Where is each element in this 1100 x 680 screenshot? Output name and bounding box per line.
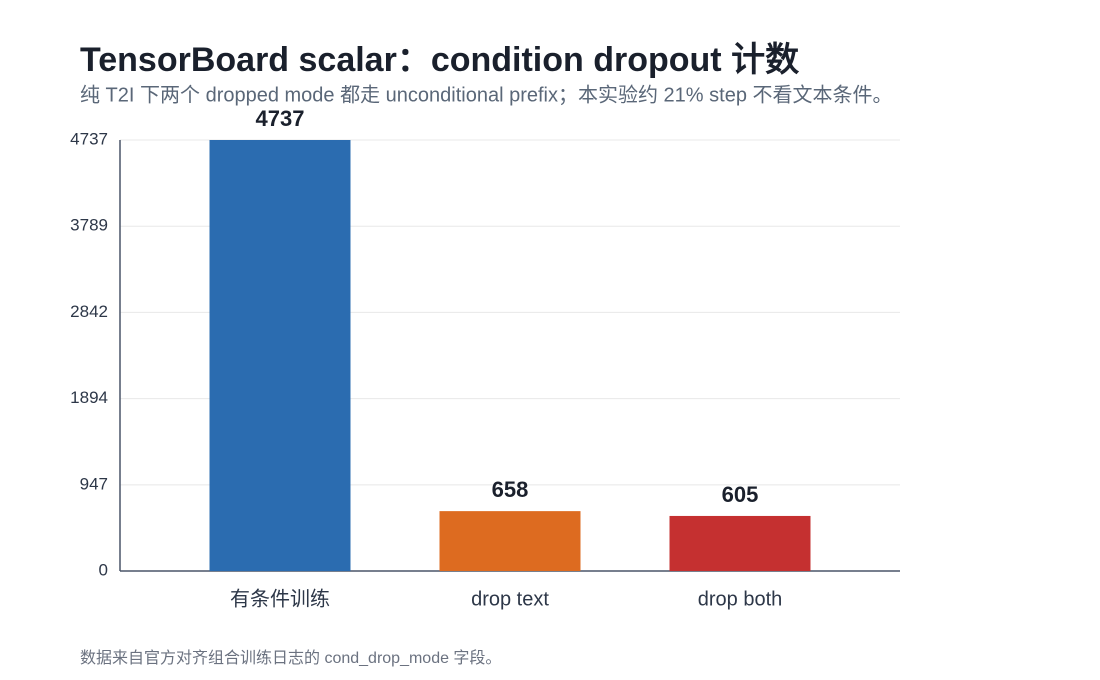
value-label: 605 xyxy=(722,482,759,507)
y-tick-label: 2842 xyxy=(70,302,108,321)
x-tick-label: drop text xyxy=(471,588,549,610)
chart-title: TensorBoard scalar：condition dropout 计数 xyxy=(80,41,799,79)
bar xyxy=(439,511,581,571)
chart-subtitle: 纯 T2I 下两个 dropped mode 都走 unconditional … xyxy=(80,83,893,106)
value-label: 4737 xyxy=(256,106,305,131)
x-tick-label: 有条件训练 xyxy=(230,587,330,610)
y-tick-label: 947 xyxy=(80,474,108,493)
bar xyxy=(669,515,811,571)
footnote: 数据来自官方对齐组合训练日志的 cond_drop_mode 字段。 xyxy=(80,649,501,667)
y-tick-label: 1894 xyxy=(70,388,108,407)
y-tick-label: 4737 xyxy=(70,129,108,148)
y-tick-label: 0 xyxy=(99,560,108,579)
value-label: 658 xyxy=(492,477,529,502)
bar xyxy=(209,140,351,571)
y-tick-label: 3789 xyxy=(70,216,108,235)
x-tick-label: drop both xyxy=(698,588,783,610)
